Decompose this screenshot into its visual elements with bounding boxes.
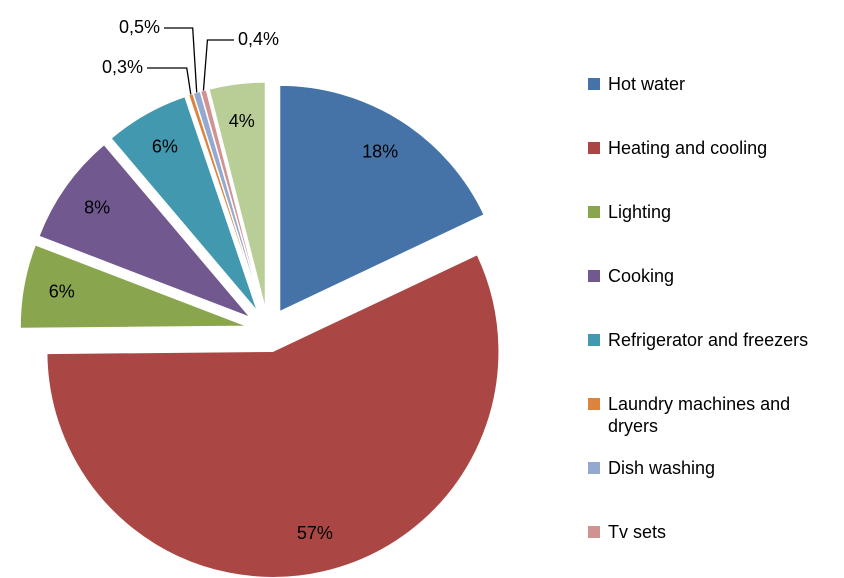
data-label: 6% <box>152 136 178 156</box>
pie-slice <box>279 84 485 313</box>
legend-item: Hot water <box>582 73 813 95</box>
legend-item: Lighting <box>582 201 813 223</box>
legend-item: Dish washing <box>582 457 813 479</box>
pie-slice <box>188 93 262 310</box>
legend-swatch <box>588 462 600 474</box>
data-label: 0,3% <box>102 57 143 77</box>
legend-label: Dish washing <box>608 458 716 478</box>
legend-swatch <box>588 334 600 346</box>
leader-line <box>202 39 234 91</box>
legend-swatch <box>588 270 600 282</box>
legend-label: Refrigerator and freezers <box>608 330 809 350</box>
legend-label: Hot water <box>608 74 686 94</box>
pie-slice <box>38 144 251 318</box>
legend-swatch <box>588 206 600 218</box>
pie-slice <box>19 244 247 329</box>
legend-item: Refrigerator and freezers <box>582 329 813 351</box>
leader-line <box>164 27 198 93</box>
legend-label: Cooking <box>608 266 675 286</box>
legend-label: Lighting <box>608 202 672 222</box>
legend-item: Laundry machines and dryers <box>582 393 813 437</box>
data-label: 0,4% <box>238 29 279 49</box>
legend-item: Cooking <box>582 265 813 287</box>
data-label: 18% <box>362 142 398 162</box>
data-label: 6% <box>49 281 75 301</box>
legend-swatch <box>588 142 600 154</box>
data-label: 8% <box>84 197 110 217</box>
legend-item: Heating and cooling <box>582 137 813 159</box>
data-label: 0,5% <box>119 17 160 37</box>
leader-line <box>147 67 192 95</box>
data-label: 4% <box>229 111 255 131</box>
pie-slice <box>110 96 258 312</box>
legend-label: Heating and cooling <box>608 138 768 158</box>
legend-swatch <box>588 78 600 90</box>
legend-item: Tv sets <box>582 521 813 543</box>
legend-swatch <box>588 526 600 538</box>
pie-slice <box>208 81 266 309</box>
data-label: 57% <box>297 523 333 543</box>
pie-slice <box>192 90 263 310</box>
legend-label: Tv sets <box>608 522 667 542</box>
legend-label: Laundry machines and dryers <box>608 394 791 436</box>
pie-slice <box>46 254 500 578</box>
legend-swatch <box>588 398 600 410</box>
